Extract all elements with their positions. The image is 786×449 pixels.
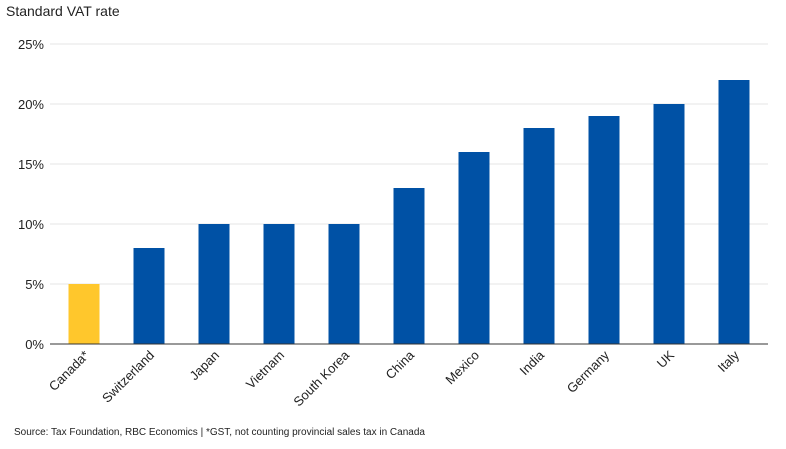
bar-india <box>523 128 555 344</box>
chart-title: Standard VAT rate <box>6 3 120 19</box>
bar-vietnam <box>263 224 295 344</box>
y-tick-label: 20% <box>18 97 44 112</box>
x-tick-label: South Korea <box>290 347 352 409</box>
y-axis-tick-labels: 0% 5% 10% 15% 20% 25% <box>18 37 44 352</box>
x-tick-label: Germany <box>564 347 613 396</box>
y-tick-label: 0% <box>25 337 44 352</box>
bar-canada <box>68 284 100 344</box>
bar-switzerland <box>133 248 165 344</box>
x-tick-label: India <box>517 347 548 378</box>
x-tick-label: Italy <box>715 347 743 375</box>
bars <box>68 80 750 344</box>
x-tick-label: UK <box>654 347 678 371</box>
bar-uk <box>653 104 685 344</box>
bar-china <box>393 188 425 344</box>
y-tick-label: 5% <box>25 277 44 292</box>
y-tick-label: 25% <box>18 37 44 52</box>
y-tick-label: 15% <box>18 157 44 172</box>
source-footnote: Source: Tax Foundation, RBC Economics | … <box>14 427 425 438</box>
x-tick-label: Vietnam <box>243 348 287 392</box>
bar-japan <box>198 224 230 344</box>
bar-germany <box>588 116 620 344</box>
x-tick-label: China <box>382 347 417 382</box>
y-tick-label: 10% <box>18 217 44 232</box>
x-tick-label: Japan <box>186 348 222 384</box>
x-axis-tick-labels: Canada* Switzerland Japan Vietnam South Kore… <box>46 347 743 409</box>
bar-italy <box>718 80 750 344</box>
bar-south-korea <box>328 224 360 344</box>
x-tick-label: Canada* <box>46 348 92 394</box>
x-tick-label: Switzerland <box>99 348 157 406</box>
x-tick-label: Mexico <box>442 348 482 388</box>
bar-mexico <box>458 152 490 344</box>
